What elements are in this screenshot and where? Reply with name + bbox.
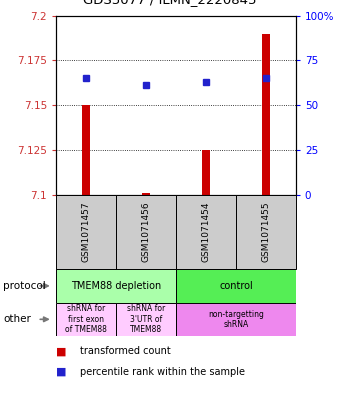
Bar xyxy=(176,195,236,269)
Text: GSM1071457: GSM1071457 xyxy=(82,202,90,262)
Text: GSM1071455: GSM1071455 xyxy=(261,202,270,262)
Text: ■: ■ xyxy=(56,367,67,377)
Text: shRNA for
first exon
of TMEM88: shRNA for first exon of TMEM88 xyxy=(65,305,107,334)
Bar xyxy=(262,33,270,195)
Bar xyxy=(116,303,176,336)
Text: shRNA for
3'UTR of
TMEM88: shRNA for 3'UTR of TMEM88 xyxy=(127,305,165,334)
Text: other: other xyxy=(3,314,31,324)
Text: GSM1071454: GSM1071454 xyxy=(201,202,210,262)
Bar xyxy=(82,105,90,195)
Text: control: control xyxy=(219,281,253,291)
Text: GDS5077 / ILMN_2220845: GDS5077 / ILMN_2220845 xyxy=(83,0,257,6)
Text: GSM1071456: GSM1071456 xyxy=(141,202,151,262)
Bar xyxy=(236,195,296,269)
Bar xyxy=(176,269,296,303)
Text: non-targetting
shRNA: non-targetting shRNA xyxy=(208,310,264,329)
Bar xyxy=(116,195,176,269)
Bar xyxy=(176,303,296,336)
Text: TMEM88 depletion: TMEM88 depletion xyxy=(71,281,161,291)
Text: transformed count: transformed count xyxy=(80,346,171,356)
Bar xyxy=(56,303,116,336)
Text: protocol: protocol xyxy=(3,281,46,291)
Bar xyxy=(56,269,176,303)
Text: ■: ■ xyxy=(56,346,67,356)
Bar xyxy=(202,150,210,195)
Bar xyxy=(142,193,150,195)
Bar xyxy=(56,195,116,269)
Text: percentile rank within the sample: percentile rank within the sample xyxy=(80,367,245,377)
